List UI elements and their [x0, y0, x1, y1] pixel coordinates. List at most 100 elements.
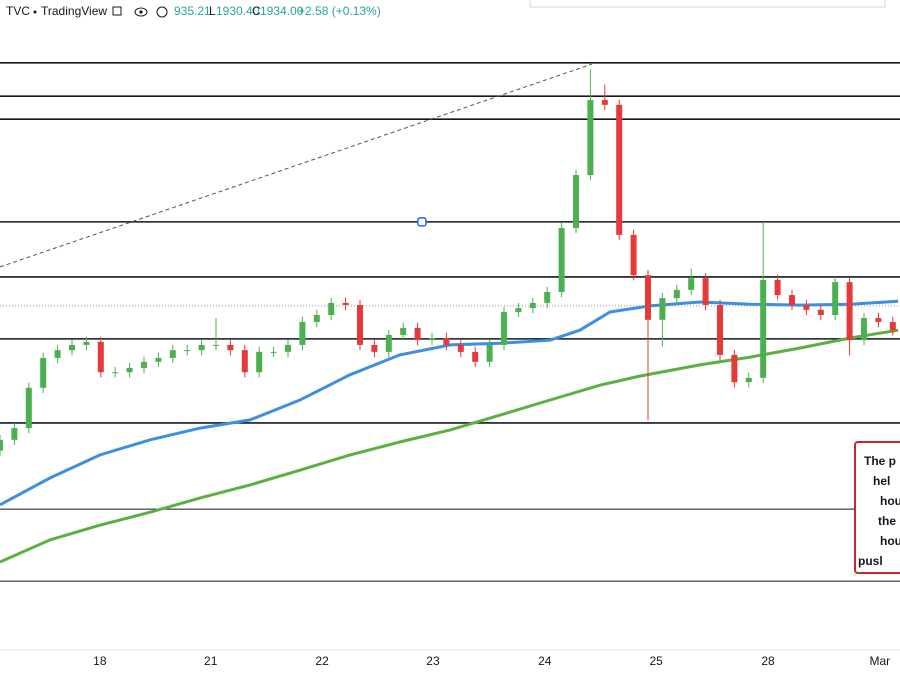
x-tick-label: 18 — [93, 654, 107, 668]
settings-icon[interactable] — [156, 6, 168, 18]
moving-average — [0, 328, 899, 564]
candle-body — [357, 305, 363, 345]
candle-body — [241, 350, 248, 373]
annotation-text: hel — [873, 474, 890, 488]
trendline — [0, 63, 593, 268]
header-close: 1934.00 — [260, 4, 304, 18]
candle-body — [573, 175, 579, 228]
icon[interactable] — [112, 6, 122, 16]
candle-body — [270, 351, 277, 353]
candle-body — [112, 372, 119, 374]
candle-body — [846, 282, 853, 341]
x-tick-label: 28 — [761, 654, 775, 668]
candle-body — [673, 289, 680, 299]
header: TVC TradingView 935.21 L 1930.40 C 1934.… — [0, 0, 381, 24]
annotation-text: The p — [864, 454, 896, 468]
candle-body — [25, 387, 32, 429]
candle-body — [169, 350, 176, 358]
candle-body — [486, 344, 493, 362]
candle-body — [126, 367, 133, 373]
candle-body — [472, 351, 479, 362]
candle-body — [645, 275, 651, 320]
candle-body — [688, 278, 695, 290]
x-tick-label: 23 — [426, 654, 440, 668]
candle-body — [141, 361, 147, 368]
candle-body — [601, 100, 608, 105]
candle-body — [501, 312, 507, 345]
candle-body — [371, 344, 378, 352]
header-high: 935.21 — [174, 4, 211, 18]
candle-body — [745, 377, 752, 383]
candle-body — [54, 350, 61, 358]
candle-body — [861, 318, 867, 341]
x-tick-label: 22 — [315, 654, 329, 668]
plot-area — [0, 62, 900, 582]
x-tick-label: 21 — [204, 654, 218, 668]
candle-body — [457, 344, 464, 352]
candle-body — [702, 278, 709, 306]
annotation-box — [854, 441, 900, 574]
candle-body — [889, 321, 896, 331]
candle-body — [630, 234, 637, 276]
annotation-text: hou — [880, 534, 900, 548]
candle-body — [616, 104, 623, 235]
source: TradingView — [41, 4, 107, 18]
candle-body — [774, 279, 781, 296]
eye-pupil — [139, 10, 143, 14]
candle-body — [256, 351, 263, 373]
annotation-text: pusl — [858, 554, 883, 568]
candle-body — [213, 344, 219, 346]
candle-body — [429, 338, 435, 341]
candle-body — [659, 298, 666, 320]
candle-body — [40, 357, 47, 388]
candle-body — [184, 350, 191, 352]
candle-body — [227, 344, 234, 351]
candle-body — [155, 357, 162, 362]
symbol: TVC — [6, 4, 30, 18]
candle-body — [817, 309, 824, 316]
x-tick-label: Mar — [870, 654, 891, 668]
candle-body — [558, 227, 565, 293]
candle-body — [285, 344, 291, 352]
eye-icon[interactable] — [134, 7, 148, 17]
candle-body — [328, 302, 335, 316]
candle-body — [385, 334, 392, 352]
moving-average — [0, 299, 899, 507]
candle-body — [83, 341, 90, 345]
close-key: C — [252, 4, 261, 18]
annotation: The p hel hou the hou pusl — [854, 441, 900, 574]
candle-body — [313, 315, 320, 322]
candle-body — [803, 305, 810, 310]
annotation-text: the — [878, 514, 896, 528]
candle-body — [760, 279, 767, 378]
candle-body — [400, 328, 407, 335]
header-bg — [0, 0, 175, 24]
candle-body — [299, 321, 306, 345]
candle-body — [443, 338, 450, 345]
low-key: L — [209, 4, 216, 18]
candle-body — [587, 100, 594, 176]
candle-body — [69, 344, 75, 351]
drawing-handle — [417, 217, 427, 227]
candle-body — [0, 439, 3, 451]
header-low: 1930.40 — [216, 4, 260, 18]
candle-body — [529, 302, 536, 309]
candle-body — [832, 282, 839, 316]
candle-body — [515, 308, 522, 312]
x-tick-label: 25 — [649, 654, 663, 668]
candle-body — [544, 292, 551, 303]
cut-panel — [529, 0, 886, 8]
candle-body — [342, 302, 349, 306]
candle-body — [11, 428, 18, 440]
candle-body — [731, 354, 738, 383]
candle-body — [717, 305, 723, 355]
candle-body — [198, 344, 205, 351]
separator — [33, 10, 37, 14]
candle-body — [875, 318, 882, 322]
candle-body — [414, 328, 421, 341]
header-change: +2.58 (+0.13%) — [298, 4, 381, 18]
annotation-text: hou — [880, 494, 900, 508]
candle-body — [97, 341, 104, 373]
